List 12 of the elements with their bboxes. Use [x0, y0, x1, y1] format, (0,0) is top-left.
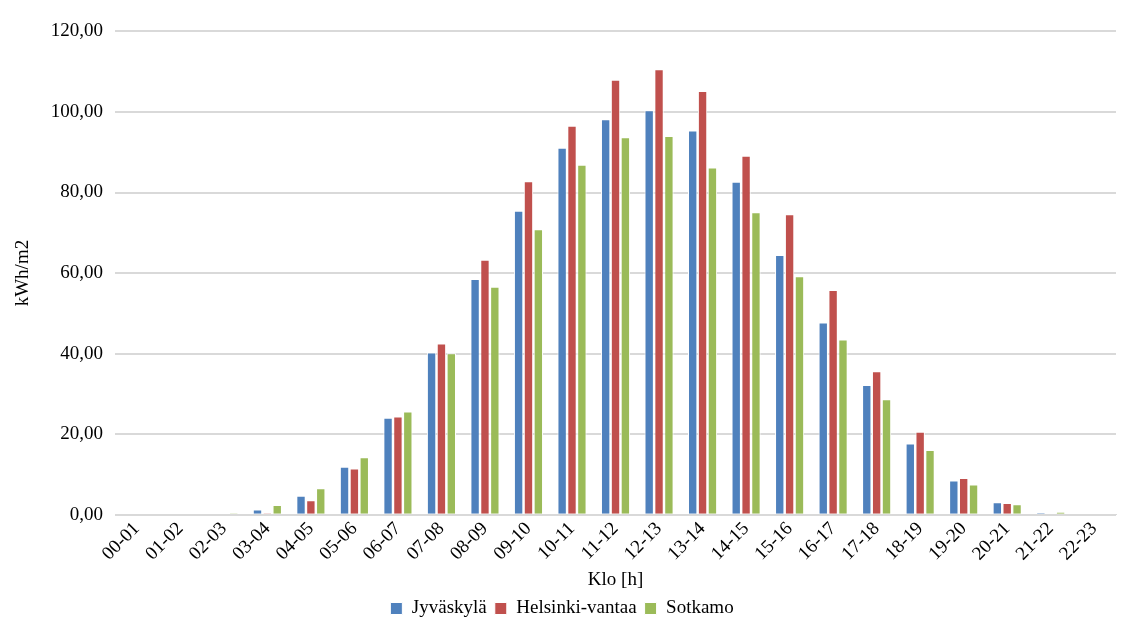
y-tick-label: 20,00 [60, 422, 104, 444]
x-axis-title: Klo [h] [587, 567, 644, 589]
y-tick-label: 120,00 [50, 19, 104, 41]
y-tick-label: 0,00 [69, 502, 104, 524]
legend-label: Sotkamo [666, 596, 734, 618]
legend-label: Helsinki-vantaa [516, 596, 638, 618]
y-tick-label: 60,00 [60, 261, 104, 283]
y-axis-title: kWh/m2 [11, 239, 33, 307]
y-tick-label: 80,00 [60, 180, 104, 202]
legend-label: Jyväskylä [411, 596, 488, 618]
y-tick-label: 100,00 [50, 99, 104, 121]
y-tick-label: 40,00 [60, 341, 104, 363]
